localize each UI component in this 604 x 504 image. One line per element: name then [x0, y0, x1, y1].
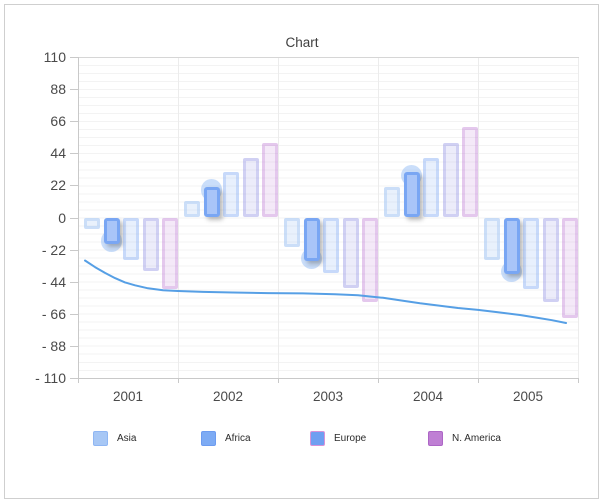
y-tick-label: - 66: [41, 305, 66, 322]
x-category-label: 2003: [312, 389, 344, 404]
bar-series-4-2002[interactable]: [242, 157, 259, 218]
bar-europe-2003[interactable]: [323, 217, 339, 273]
legend-item-europe[interactable]: Europe: [310, 429, 366, 447]
y-axis-tick: [70, 217, 78, 219]
x-axis-tick: [378, 378, 379, 383]
y-axis-tick: [70, 185, 78, 187]
y-tick-label: - 88: [41, 337, 66, 354]
minor-gridlines: [79, 58, 578, 378]
x-category-label: 2002: [212, 389, 244, 404]
y-axis-tick: [70, 121, 78, 123]
x-category-label: 2004: [412, 389, 444, 404]
legend-label: Asia: [117, 432, 137, 444]
vertical-gridline: [578, 57, 579, 378]
y-axis-tick: [70, 153, 78, 155]
y-axis-line: [78, 57, 79, 378]
legend-item-asia[interactable]: Asia: [93, 429, 136, 447]
bar-n-america-2005[interactable]: [562, 217, 578, 319]
y-tick-label: 44: [50, 145, 66, 162]
bar-africa-2003[interactable]: [303, 217, 320, 262]
bar-europe-2002[interactable]: [223, 172, 239, 218]
vertical-gridline: [478, 57, 479, 378]
vertical-gridline: [378, 57, 379, 378]
y-axis-tick: [70, 281, 78, 283]
chart-title: Chart: [285, 35, 319, 50]
x-axis-tick: [178, 378, 179, 383]
legend-swatch: [428, 430, 443, 446]
legend-item-n-america[interactable]: N. America: [428, 429, 501, 447]
y-tick-label: - 22: [41, 241, 66, 258]
bar-series-4-2003[interactable]: [342, 217, 359, 288]
bar-europe-2004[interactable]: [423, 157, 439, 218]
bar-n-america-2004[interactable]: [462, 127, 478, 218]
bar-asia-2005[interactable]: [484, 217, 500, 260]
x-axis-tick: [78, 378, 79, 383]
legend-item-africa[interactable]: Africa: [201, 429, 251, 447]
bar-africa-2002[interactable]: [203, 186, 220, 218]
legend-label: Europe: [334, 432, 367, 444]
bar-africa-2005[interactable]: [503, 217, 520, 275]
y-tick-label: 88: [50, 81, 66, 98]
y-axis-tick: [70, 378, 78, 379]
vertical-gridline: [178, 57, 179, 378]
bar-series-4-2004[interactable]: [442, 143, 459, 218]
y-tick-label: - 110: [35, 370, 66, 386]
x-axis-line: [78, 378, 579, 379]
y-axis-tick: [70, 89, 78, 91]
bar-series-4-2001[interactable]: [142, 217, 159, 272]
y-axis-tick: [70, 345, 78, 347]
legend-swatch: [310, 430, 325, 446]
bar-europe-2001[interactable]: [123, 217, 139, 260]
bar-n-america-2001[interactable]: [162, 217, 178, 289]
y-tick-label: - 44: [41, 273, 66, 290]
y-axis-tick: [70, 249, 78, 251]
legend-swatch: [93, 430, 108, 446]
bar-asia-2003[interactable]: [284, 217, 300, 247]
y-tick-label: 22: [50, 177, 66, 194]
y-axis-tick: [70, 57, 78, 58]
x-category-label: 2005: [512, 389, 544, 404]
bar-asia-2004[interactable]: [384, 186, 400, 218]
x-axis-tick: [478, 378, 479, 383]
bar-n-america-2002[interactable]: [262, 143, 278, 218]
x-category-label: 2001: [112, 389, 144, 404]
bar-africa-2001[interactable]: [103, 217, 120, 244]
x-axis-tick: [278, 378, 279, 383]
x-axis-tick: [578, 378, 579, 383]
vertical-gridline: [278, 57, 279, 378]
y-tick-label: 0: [58, 209, 66, 226]
legend-swatch: [201, 430, 216, 446]
plot-top-border: [78, 57, 579, 58]
bar-series-4-2005[interactable]: [542, 217, 559, 303]
legend-label: Africa: [225, 432, 251, 444]
y-tick-label: 110: [43, 49, 66, 65]
y-tick-label: 66: [50, 113, 66, 130]
bar-africa-2004[interactable]: [403, 172, 420, 218]
bar-asia-2002[interactable]: [184, 201, 200, 218]
bar-n-america-2003[interactable]: [362, 217, 378, 303]
y-axis-tick: [70, 313, 78, 315]
legend-label: N. America: [452, 432, 501, 444]
bar-europe-2005[interactable]: [523, 217, 539, 289]
bar-asia-2001[interactable]: [84, 217, 100, 230]
